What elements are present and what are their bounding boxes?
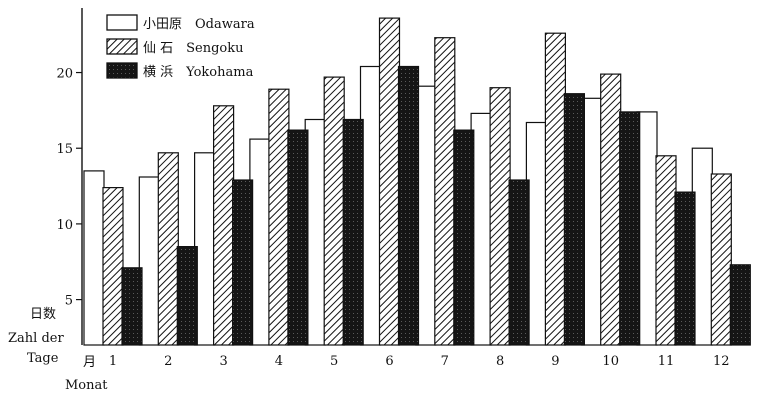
y-tick-label: 15 (56, 142, 73, 157)
bar-yokohama-month-1 (121, 267, 143, 346)
x-tick-label: 11 (658, 354, 675, 369)
legend-item-yokohama: 横 浜 Yokohama (106, 62, 254, 80)
y-axis-title: 日数 Zahl der Tage (8, 307, 64, 366)
bar-sengoku-month-7 (434, 37, 456, 346)
x-tick-label: 7 (441, 354, 449, 369)
x-axis-title-line-1: 月 (83, 355, 96, 370)
y-axis-title-line-2: Zahl der (8, 331, 64, 346)
bar-yokohama-month-4 (287, 129, 309, 346)
legend-swatch-odawara (106, 14, 138, 31)
legend-label-yokohama: 横 浜 Yokohama (143, 65, 254, 80)
x-tick-label: 4 (275, 354, 283, 369)
bar-sengoku-month-5 (323, 76, 345, 346)
y-tick-label: 10 (56, 218, 73, 233)
y-axis-title-line-3: Tage (27, 351, 59, 366)
legend-item-sengoku: 仙 石 Sengoku (106, 38, 244, 56)
bar-yokohama-month-5 (342, 118, 364, 346)
bar-sengoku-month-11 (655, 155, 677, 346)
x-tick-label: 12 (713, 354, 730, 369)
legend-label-odawara: 小田原 Odawara (143, 17, 255, 32)
x-tick-label: 1 (109, 354, 117, 369)
y-axis: 5 10 15 20 (56, 8, 83, 345)
legend-swatch-yokohama (106, 62, 138, 79)
bar-sengoku-month-10 (600, 73, 622, 346)
bar-sengoku-month-8 (489, 87, 511, 346)
bars (83, 17, 751, 346)
bar-sengoku-month-12 (710, 173, 732, 346)
bar-odawara-month-1 (83, 170, 105, 346)
bar-yokohama-month-11 (674, 191, 696, 346)
legend-swatch-sengoku (106, 38, 138, 55)
x-tick-label: 5 (330, 354, 338, 369)
y-tick-label: 5 (65, 294, 73, 309)
x-axis-tick-labels: 1 2 3 4 5 6 7 8 9 10 11 12 (109, 354, 730, 369)
y-tick-label: 20 (56, 67, 73, 82)
x-tick-label: 3 (219, 354, 227, 369)
bar-yokohama-month-2 (176, 246, 198, 346)
x-axis-title: 月 Monat (65, 355, 108, 393)
bar-sengoku-month-1 (102, 187, 124, 346)
x-axis-title-line-2: Monat (65, 378, 108, 393)
y-axis-title-line-1: 日数 (30, 307, 56, 322)
bar-yokohama-month-6 (397, 65, 420, 346)
x-tick-label: 2 (164, 354, 172, 369)
bar-yokohama-month-7 (453, 129, 475, 346)
x-tick-label: 6 (385, 354, 393, 369)
bar-yokohama-month-8 (508, 179, 530, 346)
bar-sengoku-month-3 (213, 105, 235, 346)
bar-yokohama-month-9 (563, 93, 586, 346)
bar-sengoku-month-6 (378, 17, 401, 346)
bar-sengoku-month-4 (268, 88, 290, 346)
bar-yokohama-month-3 (232, 179, 254, 346)
x-tick-label: 10 (602, 354, 619, 369)
legend: 小田原 Odawara 仙 石 Sengoku 横 浜 Yokohama (106, 14, 255, 80)
bar-sengoku-month-9 (544, 32, 567, 346)
bar-yokohama-month-12 (729, 264, 751, 346)
bar-yokohama-month-10 (619, 111, 641, 346)
legend-label-sengoku: 仙 石 Sengoku (143, 41, 244, 56)
legend-item-odawara: 小田原 Odawara (106, 14, 255, 32)
x-tick-label: 8 (496, 354, 504, 369)
x-tick-label: 9 (551, 354, 559, 369)
bar-sengoku-month-2 (157, 152, 179, 346)
